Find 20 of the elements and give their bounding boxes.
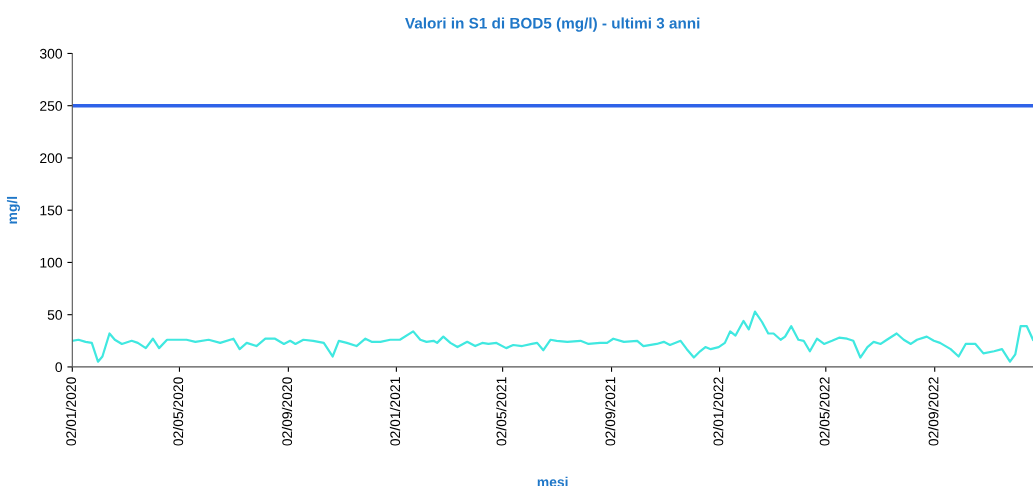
x-tick-label: 02/01/2022 <box>713 377 724 446</box>
y-tick-label: 200 <box>40 153 63 164</box>
line-series <box>72 310 1033 363</box>
y-tick-label: 150 <box>40 205 63 216</box>
x-tick-label: 02/09/2021 <box>605 377 616 446</box>
x-axis-title: mesi <box>537 476 568 486</box>
x-tick-label: 02/05/2022 <box>819 377 830 446</box>
y-tick-label: 0 <box>55 362 63 373</box>
x-tick-label: 02/09/2020 <box>281 377 293 446</box>
chart-title: Valori in S1 di BOD5 (mg/l) - ultimi 3 anni <box>405 17 700 32</box>
y-tick-label: 250 <box>40 101 63 111</box>
y-tick-label: 50 <box>47 310 63 320</box>
x-tick-label: 02/05/2021 <box>496 377 507 446</box>
x-tick-label: 02/01/2020 <box>65 377 77 446</box>
y-tick-label: 100 <box>40 257 63 268</box>
x-tick-label: 02/05/2020 <box>172 377 184 446</box>
y-tick-label: 300 <box>39 48 63 59</box>
x-tick-label: 02/09/2022 <box>928 377 939 446</box>
y-axis-title: mg/l <box>6 196 20 224</box>
x-tick-label: 02/01/2021 <box>389 377 401 446</box>
